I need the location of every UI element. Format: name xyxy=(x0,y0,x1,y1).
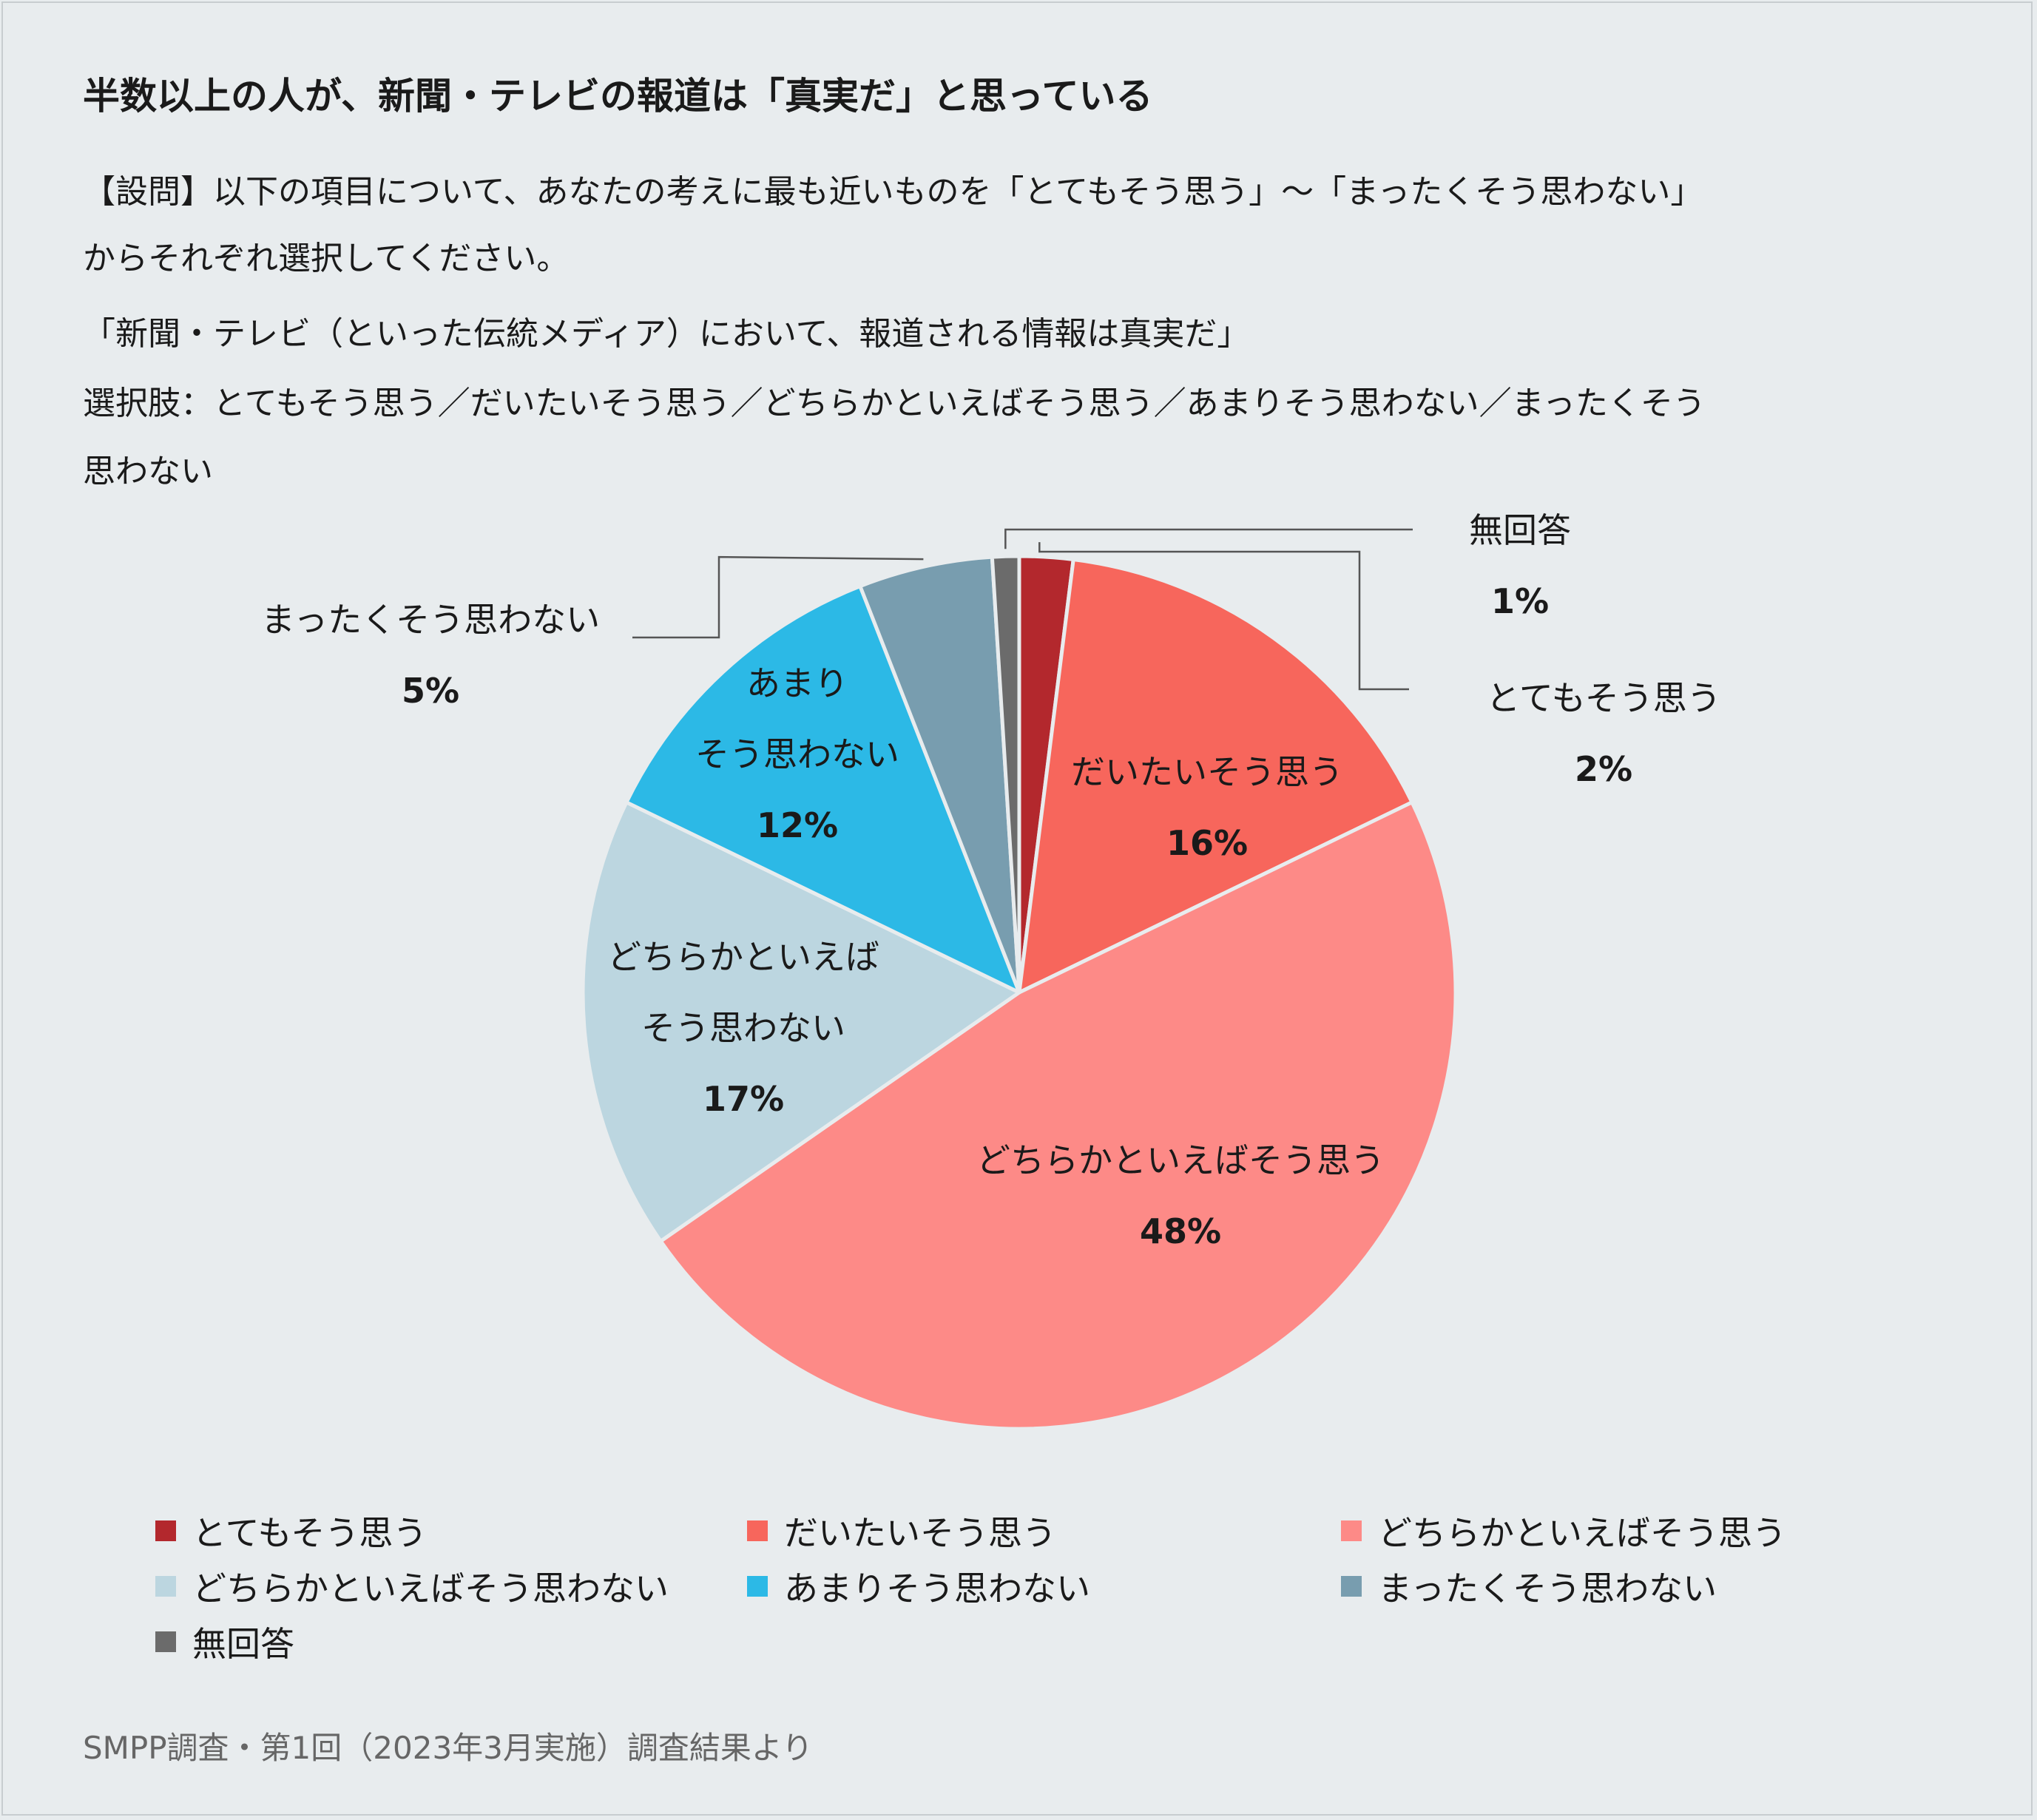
chart-title: 半数以上の人が、新聞・テレビの報道は「真実だ」と思っている xyxy=(83,75,1153,118)
question-line-2: からそれぞれ選択してください。 xyxy=(83,240,570,277)
slice-value-7: 1% xyxy=(1491,581,1549,621)
legend-label: あまりそう思わない xyxy=(784,1569,1090,1608)
slice-label-3: どちらかといえばそう思う xyxy=(976,1140,1385,1180)
slice-value-3: 48% xyxy=(1140,1211,1221,1251)
slice-label-5: あまり xyxy=(746,663,848,703)
slice-value-5: 12% xyxy=(757,805,838,845)
legend-label: まったくそう思わない xyxy=(1378,1569,1717,1608)
pie-slice-3 xyxy=(658,800,1458,1431)
slice-value-1: 2% xyxy=(1575,749,1632,789)
slice-value-2: 16% xyxy=(1166,823,1248,863)
legend-swatch xyxy=(155,1576,176,1597)
legend-item: とてもそう思う xyxy=(155,1509,427,1553)
pie-slice-7 xyxy=(990,554,1021,995)
slice-label-2: だいたいそう思う xyxy=(1071,752,1343,792)
legend-swatch xyxy=(747,1576,768,1597)
legend-label: どちらかといえばそう思わない xyxy=(192,1569,669,1608)
slice-value-4: 17% xyxy=(703,1079,784,1119)
legend-swatch xyxy=(1341,1576,1362,1597)
legend-swatch xyxy=(155,1631,176,1652)
legend-item: どちらかといえばそう思う xyxy=(1341,1509,1786,1553)
pie-chart: だいたいそう思う16%どちらかといえばそう思う48%どちらかといえばそう思わない… xyxy=(260,510,1721,1431)
leader-line-7 xyxy=(1004,528,1413,549)
leader-line-1 xyxy=(1038,542,1409,691)
pie-slice-4 xyxy=(581,800,1021,1243)
question-line-1: 【設問】以下の項目について、あなたの考えに最も近いものを「とてもそう思う」〜「ま… xyxy=(83,173,1703,211)
legend-item: だいたいそう思う xyxy=(747,1509,1056,1553)
slice-label-7: 無回答 xyxy=(1469,510,1571,550)
pie-slice-5 xyxy=(624,584,1021,995)
legend-label: だいたいそう思う xyxy=(784,1513,1056,1553)
legend-item: あまりそう思わない xyxy=(747,1564,1090,1608)
legend-swatch xyxy=(1341,1520,1362,1541)
leader-line-6 xyxy=(632,555,924,639)
slice-value-6: 5% xyxy=(402,671,459,711)
slice-label-4: どちらかといえば xyxy=(607,937,879,977)
slice-label-4: そう思わない xyxy=(641,1008,845,1048)
legend-item: まったくそう思わない xyxy=(1341,1564,1717,1608)
source-note: SMPP調査・第1回（2023年3月実施）調査結果より xyxy=(83,1730,814,1766)
pie-slice-2 xyxy=(1017,558,1414,995)
slice-label-5: そう思わない xyxy=(695,734,899,774)
pie-slice-6 xyxy=(858,555,1021,995)
legend-item: どちらかといえばそう思わない xyxy=(155,1564,669,1608)
legend-swatch xyxy=(747,1520,768,1541)
choices-line-1: 選択肢：とてもそう思う／だいたいそう思う／どちらかといえばそう思う／あまりそう思… xyxy=(83,385,1706,422)
legend-swatch xyxy=(155,1520,176,1541)
legend-label: どちらかといえばそう思う xyxy=(1378,1513,1786,1553)
question-line-3: 「新聞・テレビ（といった伝統メディア）において、報道される情報は真実だ」 xyxy=(83,315,1250,353)
choices-line-2: 思わない xyxy=(83,453,213,490)
legend-label: 無回答 xyxy=(192,1624,294,1664)
slice-label-6: まったくそう思わない xyxy=(261,600,600,640)
legend-item: 無回答 xyxy=(155,1620,294,1664)
legend-label: とてもそう思う xyxy=(192,1513,428,1553)
slice-label-1: とてもそう思う xyxy=(1486,678,1720,718)
